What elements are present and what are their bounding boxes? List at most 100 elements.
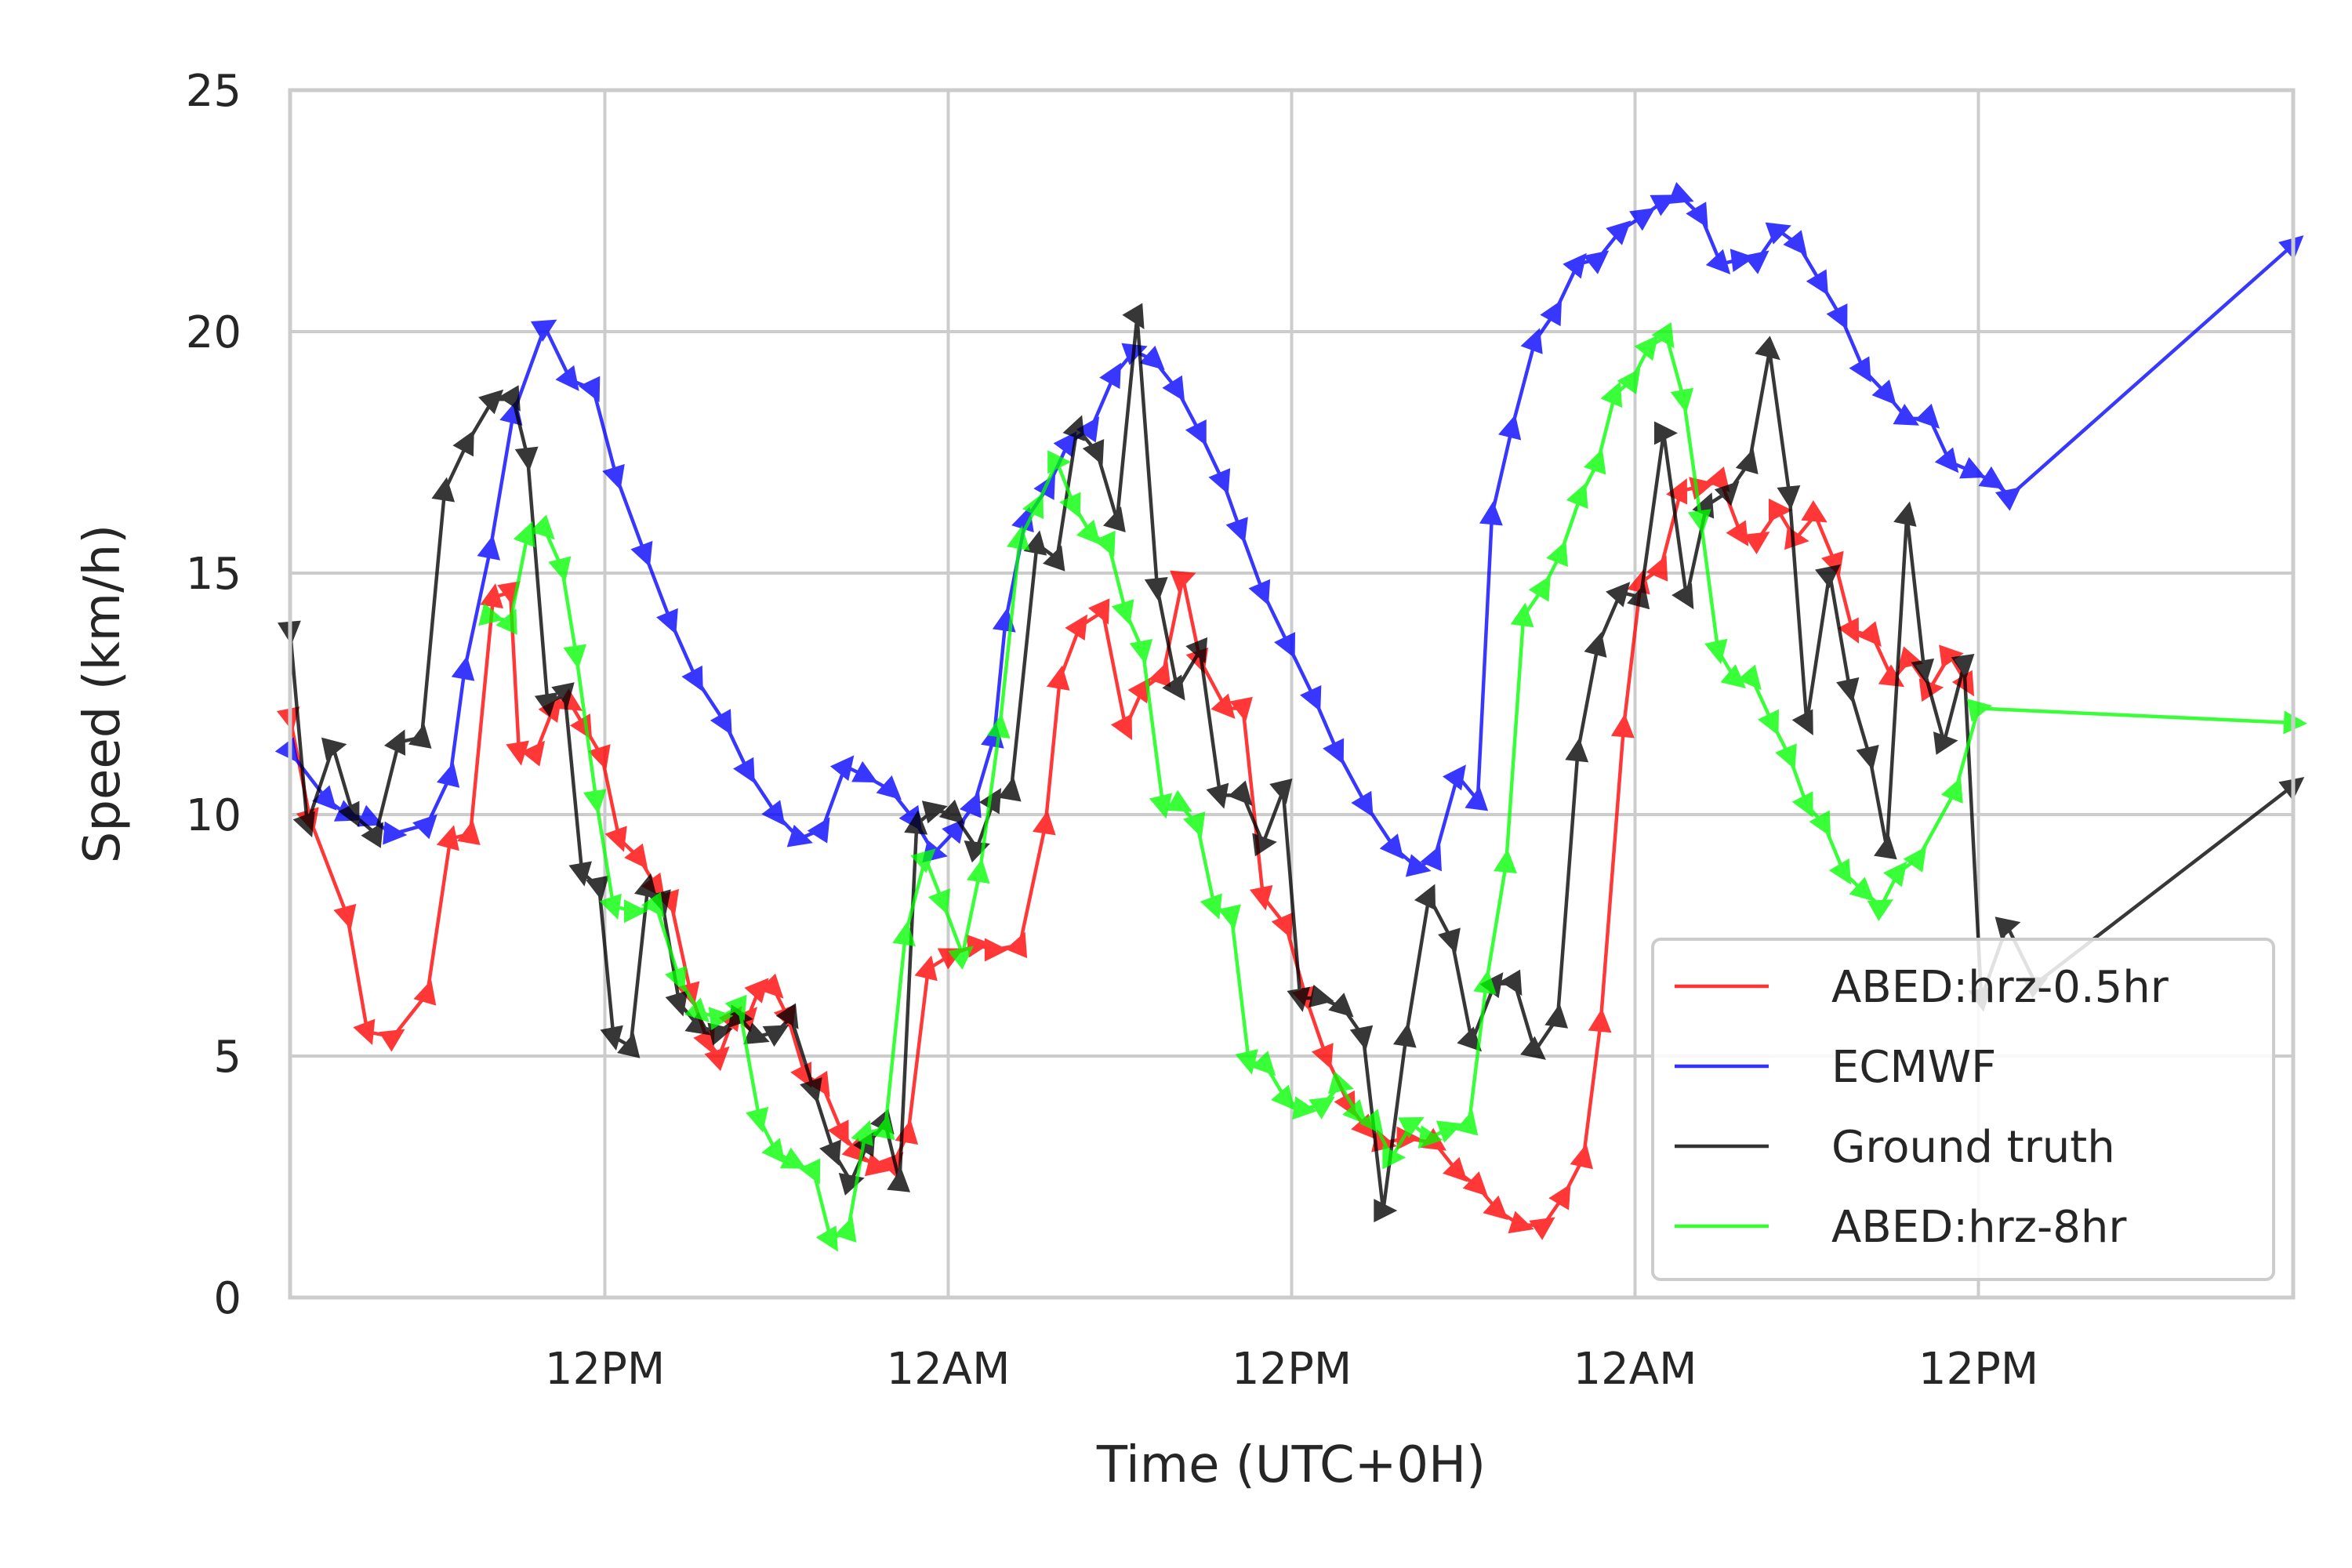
data-point [1328,993,1354,1018]
data-point [383,821,408,845]
data-point [2278,235,2304,260]
data-point [1185,419,1207,446]
data-point [1483,1195,1508,1221]
data-point [1129,638,1153,665]
data-point [274,737,299,764]
data-point [1544,1003,1569,1029]
data-point [338,800,360,828]
legend: ABED:hrz-0.5hr ECMWF Ground truth ABED:hrz-… [1651,938,2275,1281]
data-point [1374,1199,1398,1223]
data-point [1200,893,1222,920]
data-point [1462,1171,1488,1196]
y-tick-label: 10 [186,790,241,841]
data-point [1783,230,1807,256]
data-point [1500,969,1523,996]
data-point [1584,632,1607,658]
data-point [1940,777,1963,804]
data-point [498,385,521,412]
data-point [1705,466,1730,492]
data-point [1065,614,1088,641]
data-point [624,899,648,924]
data-point [1417,1125,1443,1149]
data-point [1838,617,1860,644]
data-point [708,1007,734,1031]
data-point [1668,182,1694,205]
data-point [851,760,878,783]
data-point [1806,269,1828,296]
data-point [1546,540,1568,568]
data-point [1966,699,1993,722]
data-point [413,979,437,1006]
data-point [775,1003,799,1029]
data-point [1775,743,1797,770]
data-point [1737,664,1762,691]
data-point [1510,602,1534,628]
data-point [1893,501,1917,527]
data-point [583,789,607,815]
data-point [1951,653,1975,679]
data-point [872,1114,895,1141]
data-point [1308,1096,1335,1120]
data-point [786,824,813,848]
data-point [513,521,535,548]
data-point [1007,525,1030,551]
legend-entry: Ground truth [1675,1122,2115,1173]
data-point [733,757,755,784]
data-point [1271,1084,1295,1111]
data-point [1300,685,1322,712]
data-point [1144,576,1168,602]
data-point [1414,884,1436,910]
data-point [1801,500,1828,523]
data-point [1867,899,1894,921]
data-point [1170,570,1196,593]
legend-label: ABED:hrz-8hr [1831,1202,2127,1253]
data-point [436,825,459,851]
data-point [984,938,1008,962]
data-point [379,1029,405,1052]
data-point [312,785,337,811]
data-point [1584,448,1606,475]
data-point [408,723,432,749]
data-point [600,1025,623,1051]
data-point [1311,1043,1334,1069]
data-point [910,848,936,873]
data-point [1588,1007,1612,1033]
data-point [521,740,546,767]
data-point [1769,498,1792,522]
data-point [876,775,902,800]
data-point [1349,1025,1374,1051]
data-point [1809,810,1831,837]
data-point [1933,731,1958,755]
data-point [1726,520,1749,546]
data-point [555,365,579,391]
data-point [1570,1143,1593,1170]
data-point [321,737,347,760]
data-point [1438,927,1461,954]
data-point [1162,674,1185,701]
data-point [1784,526,1809,550]
data-point [1208,468,1231,495]
data-point [634,873,658,899]
data-point [959,792,982,818]
data-point [1076,416,1100,443]
data-point [864,1153,891,1177]
data-point [1103,506,1126,532]
data-point [1520,1036,1546,1060]
data-point [1814,564,1841,589]
legend-entry: ABED:hrz-0.5hr [1675,962,2169,1013]
data-point [1826,303,1848,330]
data-point [431,477,456,503]
data-point [1939,644,1964,669]
data-point [1704,638,1728,665]
data-point [361,822,384,848]
data-point [1978,466,2005,489]
data-point [1671,583,1694,610]
data-point [1382,1145,1406,1170]
data-point [1046,665,1070,691]
data-point [1248,579,1271,606]
data-point [1610,713,1635,739]
data-point [1379,833,1404,860]
data-point [1821,550,1844,577]
data-point [437,762,460,788]
data-point [641,891,665,918]
